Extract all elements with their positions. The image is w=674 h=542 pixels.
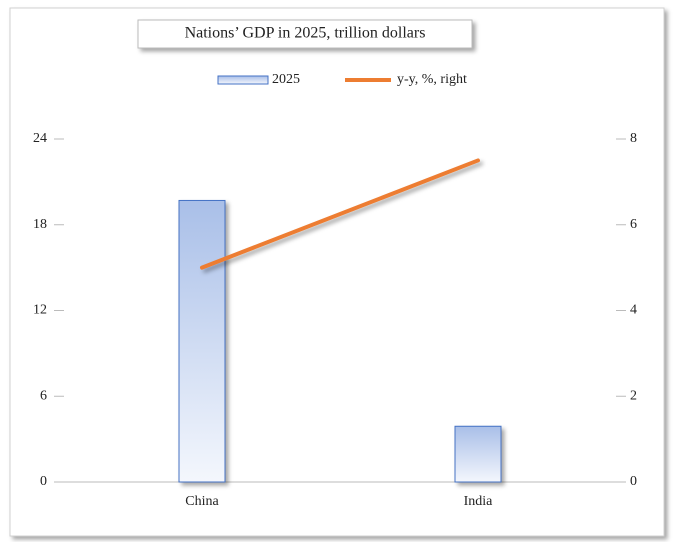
y2-tick-label: 4 [630,303,637,318]
legend-label: 2025 [272,72,300,87]
y-tick-label: 18 [33,217,47,232]
y-tick-label: 6 [40,388,47,403]
y-tick-label: 24 [33,131,47,146]
bar [178,199,226,483]
y2-tick-label: 6 [630,217,637,232]
y-tick-label: 12 [33,303,47,318]
line [200,158,480,270]
y2-tick-label: 2 [630,388,637,403]
title-box [137,19,473,49]
y-tick-label: 0 [40,474,47,489]
x-tick-label: India [464,494,494,509]
legend-swatch [217,75,269,85]
bar [454,425,502,483]
legend-label: y-y, %, right [397,72,467,87]
y2-tick-label: 8 [630,131,637,146]
x-tick-label: China [185,494,219,509]
y2-tick-label: 0 [630,474,637,489]
chart-title: Nations’ GDP in 2025, trillion dollars [185,25,426,42]
chart-frame [9,7,665,537]
